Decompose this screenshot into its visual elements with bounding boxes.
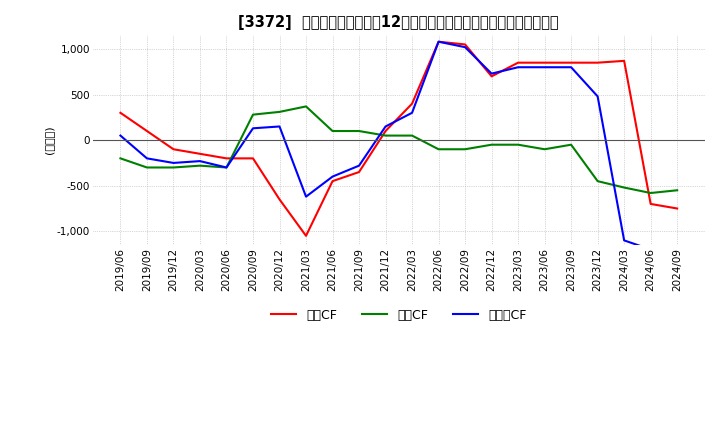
- 投資CF: [169, 165, 178, 170]
- 投資CF: [355, 128, 364, 134]
- フリーCF: [647, 247, 655, 252]
- フリーCF: [196, 158, 204, 164]
- フリーCF: [355, 163, 364, 169]
- 営業CF: [116, 110, 125, 115]
- 投資CF: [302, 104, 310, 109]
- 営業CF: [328, 179, 337, 184]
- 投資CF: [567, 142, 575, 147]
- 投資CF: [408, 133, 416, 138]
- 投資CF: [381, 133, 390, 138]
- 営業CF: [143, 128, 151, 134]
- Line: フリーCF: フリーCF: [120, 42, 678, 249]
- 投資CF: [593, 179, 602, 184]
- 営業CF: [567, 60, 575, 65]
- 投資CF: [222, 165, 231, 170]
- フリーCF: [434, 39, 443, 44]
- 投資CF: [328, 128, 337, 134]
- Line: 営業CF: 営業CF: [120, 42, 678, 236]
- フリーCF: [169, 160, 178, 165]
- 営業CF: [461, 42, 469, 47]
- 投資CF: [647, 191, 655, 196]
- フリーCF: [567, 65, 575, 70]
- 営業CF: [355, 169, 364, 175]
- 営業CF: [222, 156, 231, 161]
- 投資CF: [673, 187, 682, 193]
- Title: [3372]  キャッシュフローの12か月移動合計の対前年同期増減額の推移: [3372] キャッシュフローの12か月移動合計の対前年同期増減額の推移: [238, 15, 559, 30]
- 営業CF: [514, 60, 523, 65]
- フリーCF: [673, 247, 682, 252]
- 営業CF: [593, 60, 602, 65]
- 営業CF: [248, 156, 257, 161]
- Y-axis label: (百万円): (百万円): [44, 126, 54, 154]
- 営業CF: [302, 233, 310, 238]
- 投資CF: [434, 147, 443, 152]
- 営業CF: [381, 128, 390, 134]
- フリーCF: [222, 165, 231, 170]
- 投資CF: [514, 142, 523, 147]
- 投資CF: [196, 163, 204, 169]
- 投資CF: [461, 147, 469, 152]
- 投資CF: [248, 112, 257, 117]
- 営業CF: [540, 60, 549, 65]
- 営業CF: [275, 197, 284, 202]
- フリーCF: [540, 65, 549, 70]
- 投資CF: [116, 156, 125, 161]
- 投資CF: [540, 147, 549, 152]
- フリーCF: [381, 124, 390, 129]
- フリーCF: [328, 174, 337, 179]
- 営業CF: [196, 151, 204, 157]
- フリーCF: [408, 110, 416, 115]
- 投資CF: [620, 185, 629, 190]
- フリーCF: [302, 194, 310, 199]
- フリーCF: [487, 71, 496, 76]
- 営業CF: [487, 74, 496, 79]
- 営業CF: [408, 101, 416, 106]
- Line: 投資CF: 投資CF: [120, 106, 678, 193]
- フリーCF: [593, 94, 602, 99]
- 投資CF: [487, 142, 496, 147]
- 営業CF: [620, 58, 629, 63]
- 投資CF: [275, 109, 284, 114]
- フリーCF: [620, 238, 629, 243]
- フリーCF: [275, 124, 284, 129]
- 営業CF: [673, 206, 682, 211]
- フリーCF: [248, 126, 257, 131]
- 営業CF: [647, 202, 655, 207]
- フリーCF: [116, 133, 125, 138]
- 営業CF: [434, 39, 443, 44]
- 投資CF: [143, 165, 151, 170]
- フリーCF: [461, 44, 469, 50]
- Legend: 営業CF, 投資CF, フリーCF: 営業CF, 投資CF, フリーCF: [266, 304, 531, 327]
- フリーCF: [143, 156, 151, 161]
- 営業CF: [169, 147, 178, 152]
- フリーCF: [514, 65, 523, 70]
